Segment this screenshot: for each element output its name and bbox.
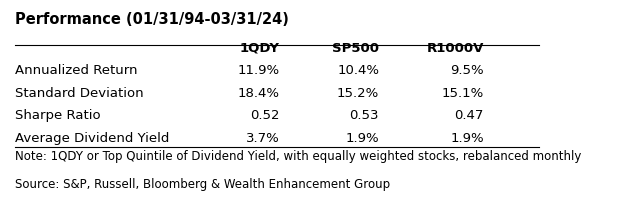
Text: Source: S&P, Russell, Bloomberg & Wealth Enhancement Group: Source: S&P, Russell, Bloomberg & Wealth…	[15, 178, 390, 191]
Text: 1QDY: 1QDY	[240, 42, 280, 55]
Text: Performance (01/31/94-03/31/24): Performance (01/31/94-03/31/24)	[15, 12, 289, 27]
Text: Note: 1QDY or Top Quintile of Dividend Yield, with equally weighted stocks, reba: Note: 1QDY or Top Quintile of Dividend Y…	[15, 150, 582, 163]
Text: SP500: SP500	[332, 42, 379, 55]
Text: 0.52: 0.52	[250, 109, 280, 122]
Text: 18.4%: 18.4%	[238, 87, 280, 100]
Text: 15.1%: 15.1%	[442, 87, 484, 100]
Text: 0.47: 0.47	[454, 109, 484, 122]
Text: 3.7%: 3.7%	[246, 131, 280, 145]
Text: Standard Deviation: Standard Deviation	[15, 87, 144, 100]
Text: 9.5%: 9.5%	[450, 64, 484, 77]
Text: 15.2%: 15.2%	[337, 87, 379, 100]
Text: 10.4%: 10.4%	[337, 64, 379, 77]
Text: Sharpe Ratio: Sharpe Ratio	[15, 109, 101, 122]
Text: R1000V: R1000V	[426, 42, 484, 55]
Text: 11.9%: 11.9%	[237, 64, 280, 77]
Text: 1.9%: 1.9%	[346, 131, 379, 145]
Text: 0.53: 0.53	[349, 109, 379, 122]
Text: Annualized Return: Annualized Return	[15, 64, 138, 77]
Text: 1.9%: 1.9%	[450, 131, 484, 145]
Text: Average Dividend Yield: Average Dividend Yield	[15, 131, 170, 145]
